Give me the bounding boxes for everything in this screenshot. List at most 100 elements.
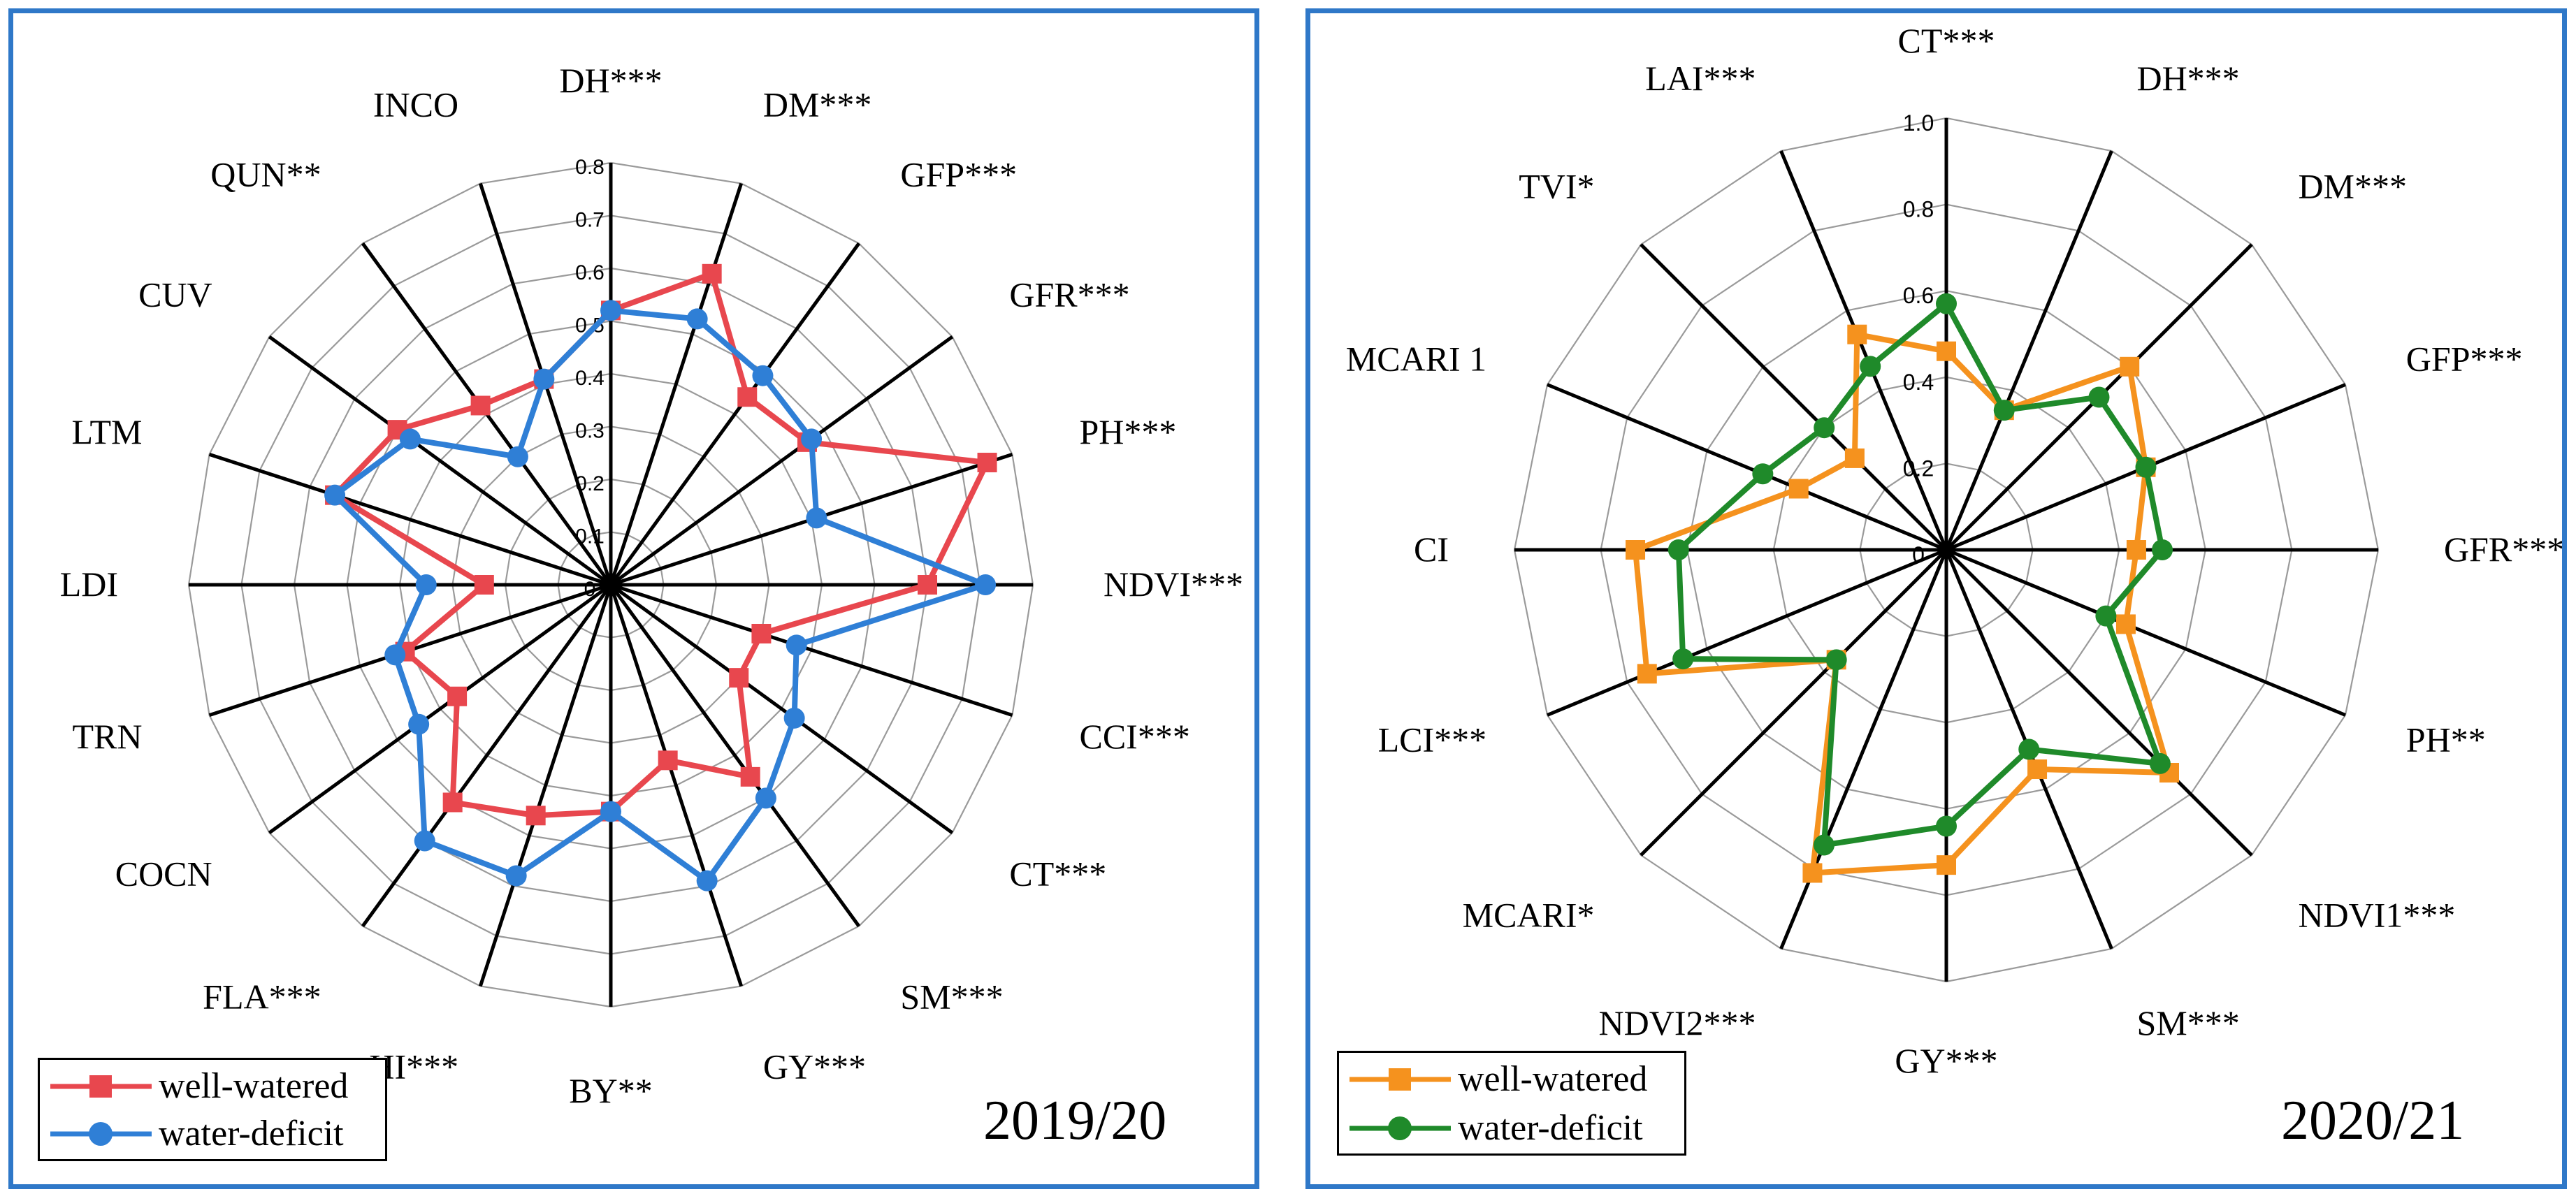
category-label: GFP***	[2406, 340, 2523, 379]
data-point	[918, 575, 937, 595]
data-point	[533, 368, 555, 390]
category-labels: DH*** DM*** GFP*** GFR*** PH*** NDVI*** CCI***…	[60, 61, 1243, 1110]
category-label: CT***	[1009, 854, 1106, 893]
category-label: TRN	[73, 717, 143, 756]
data-point	[470, 395, 491, 416]
axis-spoke	[1779, 150, 1948, 551]
data-point	[474, 575, 494, 595]
data-point	[1667, 539, 1689, 560]
legend-marker-square-icon	[1349, 1068, 1451, 1091]
axis-spoke	[1640, 548, 1948, 857]
category-label: MCARI 1	[1346, 340, 1486, 379]
data-point	[2120, 356, 2140, 377]
data-point	[600, 300, 621, 321]
series-water-deficit	[324, 300, 997, 891]
axis-spoke	[609, 584, 744, 987]
axis-spoke	[1945, 548, 2253, 857]
data-point	[2027, 759, 2048, 780]
data-point	[399, 428, 421, 450]
tick-label: 0	[584, 578, 596, 601]
axis-spoke	[208, 452, 612, 587]
legend-label: water-deficit	[1458, 1108, 1643, 1148]
category-label: CUV	[138, 275, 212, 314]
data-point	[740, 766, 760, 787]
axis-spoke	[1946, 548, 2346, 717]
data-point	[801, 428, 823, 450]
axis-spoke	[1640, 243, 1948, 551]
tick-labels: 0 0.2 0.4 0.6 0.8 1.0	[1903, 110, 1934, 567]
category-label: LCI***	[1378, 720, 1487, 759]
category-label: LAI***	[1645, 59, 1756, 98]
legend-label: water-deficit	[159, 1114, 344, 1153]
data-point	[975, 574, 997, 595]
tick-label: 1.0	[1903, 110, 1934, 136]
category-label: FLA***	[203, 977, 321, 1016]
category-label: PH**	[2406, 720, 2486, 759]
axis-spoke	[1547, 548, 1947, 717]
legend-2019-20: well-watered water-deficit	[38, 1058, 387, 1161]
category-label: QUN**	[210, 155, 321, 194]
category-label: NDVI1***	[2298, 895, 2455, 934]
category-label: DM***	[2298, 167, 2407, 206]
tick-label: 0.3	[575, 420, 605, 443]
data-point	[526, 806, 546, 826]
category-label: DM***	[763, 85, 872, 124]
tick-label: 0.1	[575, 525, 605, 548]
axis-spoke	[478, 584, 613, 987]
radar-chart-2019-20: 00.10.20.30.40.50.60.70.8DH***DM***GFP**…	[60, 61, 1243, 1110]
tick-label: 0.8	[575, 156, 605, 179]
axis-spoke	[268, 583, 612, 835]
axis-spoke	[268, 335, 612, 587]
category-label: NDVI2***	[1599, 1003, 1756, 1042]
category-label: BY**	[569, 1071, 652, 1110]
data-point	[2018, 738, 2040, 760]
tick-label: 0.6	[575, 261, 605, 284]
data-point	[414, 830, 435, 852]
data-point	[977, 453, 997, 473]
data-point	[1936, 293, 1957, 314]
data-point	[2088, 386, 2110, 408]
axis-spoke	[1547, 383, 1947, 552]
data-point	[1626, 540, 1646, 560]
axis-spoke	[1944, 150, 2113, 551]
year-label: 2019/20	[983, 1090, 1167, 1151]
data-point	[2095, 605, 2117, 627]
category-label: CI	[1414, 530, 1449, 569]
data-point	[1844, 448, 1865, 468]
data-point	[1788, 479, 1809, 499]
data-point	[408, 713, 430, 735]
data-point	[2149, 752, 2171, 774]
tick-label: 0.8	[1903, 197, 1934, 222]
axis-spoke	[609, 583, 861, 928]
data-point	[783, 707, 805, 729]
data-point	[2126, 540, 2146, 560]
axis-spoke	[610, 583, 1013, 718]
data-point	[1937, 341, 1956, 361]
data-point	[729, 668, 749, 688]
data-point	[2135, 456, 2157, 478]
category-label: GFR***	[1009, 275, 1129, 314]
axis-spoke	[609, 335, 954, 587]
category-label: SM***	[2136, 1003, 2239, 1042]
category-label: TVI*	[1519, 167, 1594, 206]
legend-marker-square-icon	[50, 1075, 152, 1098]
data-point	[442, 792, 463, 813]
category-label: LDI	[60, 565, 118, 604]
category-label: PH***	[1079, 412, 1176, 451]
data-point	[1672, 648, 1694, 670]
data-point	[1813, 834, 1835, 856]
data-point	[686, 308, 708, 330]
category-label: INCO	[373, 85, 458, 124]
data-point	[1825, 649, 1847, 671]
data-point	[1637, 664, 1657, 684]
category-labels: CT*** DH*** DM*** GFP*** GFR*** PH** NDVI1*** S…	[1346, 21, 2562, 1080]
legend-label: well-watered	[159, 1066, 349, 1106]
data-point	[505, 865, 527, 887]
data-point	[324, 484, 346, 506]
legend-2020-21: well-watered water-deficit	[1337, 1051, 1686, 1156]
category-label: DH***	[559, 61, 662, 100]
axis-spoke	[609, 583, 954, 835]
data-point	[755, 787, 776, 809]
data-point	[1814, 417, 1835, 439]
data-point	[1937, 855, 1956, 875]
